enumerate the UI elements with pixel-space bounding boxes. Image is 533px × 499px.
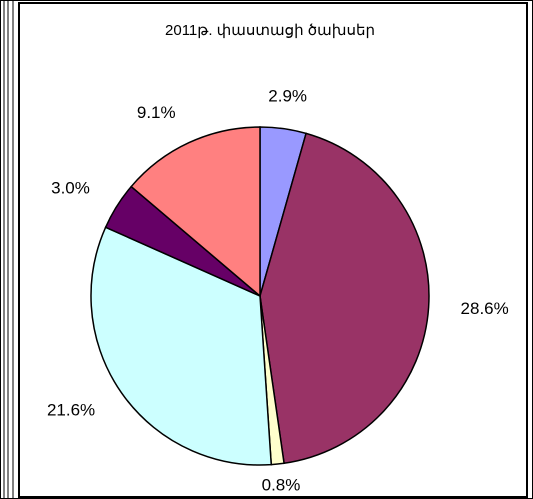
data-label: 0.8% [262, 475, 301, 494]
data-label: 9.1% [137, 103, 176, 122]
pie-slice [130, 126, 261, 298]
data-label: 28.6% [461, 299, 509, 318]
pie-slice [259, 132, 430, 465]
data-label: 21.6% [47, 401, 95, 420]
data-label: 3.0% [51, 178, 90, 197]
data-label: 2.9% [268, 86, 307, 105]
pie-slice [90, 226, 273, 466]
chart-title: 2011թ. փաստացի ծախսեր [165, 22, 375, 39]
